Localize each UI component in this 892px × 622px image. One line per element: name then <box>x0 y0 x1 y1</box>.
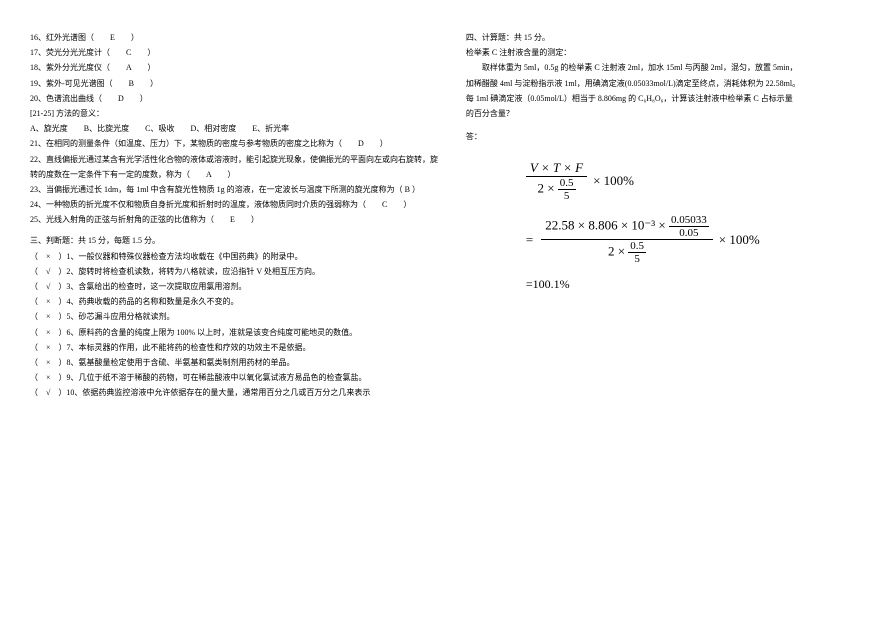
f2-num-main: 22.58 × 8.806 × 10⁻³ × <box>545 218 666 233</box>
q17: 17、荧光分光光度计（ C ） <box>30 45 446 60</box>
q18: 18、紫外分光光度仪（ A ） <box>30 60 446 75</box>
range-label: [21-25] 方法的意义： <box>30 106 446 121</box>
section-3-title: 三、判断题：共 15 分，每题 1.5 分。 <box>30 233 446 248</box>
options-line: A、旋光度 B、比旋光度 C、吸收 D、相对密度 E、折光率 <box>30 121 446 136</box>
f1-inner-den: 5 <box>558 190 576 202</box>
formula-1: V × T × F 2 × 0.5 5 × 100% <box>526 160 862 202</box>
f1-den-left: 2 × <box>537 181 554 196</box>
q21: 21、在相同的测量条件（如温度、压力）下，某物质的密度与参考物质的密度之比称为（… <box>30 136 446 151</box>
f2-num-inner-frac: 0.05033 0.05 <box>669 214 709 239</box>
j9: （ × ）9、几位于纸不溶于稀酸的药物，可在稀盐酸液中以氧化氯试液方易品色的检查… <box>30 370 446 385</box>
q25: 25、光线入射角的正弦与折射角的正弦的比值称为（ E ） <box>30 212 446 227</box>
f2-den-left: 2 × <box>608 244 625 259</box>
answer-label: 答： <box>466 129 862 144</box>
section-4-title: 四、计算题：共 15 分。 <box>466 30 862 45</box>
j1: （ × ）1、一般仪器和特殊仪器检查方法均收载在《中国药典》的附录中。 <box>30 249 446 264</box>
f1-numerator: V × T × F <box>530 160 583 175</box>
q23: 23、当偏振光通过长 1dm，每 1ml 中含有旋光性物质 1g 的溶液，在一定… <box>30 182 446 197</box>
problem-p4: 的百分含量？ <box>466 106 862 121</box>
f2-tail: × 100% <box>719 232 760 248</box>
left-column: 16、红外光谱图（ E ） 17、荧光分光光度计（ C ） 18、紫外分光光度仪… <box>30 30 466 592</box>
j8: （ × ）8、氨基酸量检定使用于含硫、半氨基和氨类制剂用药材的单品。 <box>30 355 446 370</box>
problem-p1: 取样体重为 5ml，0.5g 的检举素 C 注射液 2ml，加水 15ml 与丙… <box>466 60 862 75</box>
q19: 19、紫外-可见光谱图（ B ） <box>30 76 446 91</box>
right-column: 四、计算题：共 15 分。 检举素 C 注射液含量的测定： 取样体重为 5ml，… <box>466 30 862 592</box>
problem-p2: 加稀醋酸 4ml 与淀粉指示液 1ml，用碘滴定液(0.05033mol/L)滴… <box>466 76 862 91</box>
f2-den-inner-frac: 0.5 5 <box>628 240 646 265</box>
j7: （ × ）7、本标灵器的作用，此不能将药的检查性和疗效的功效主不是依据。 <box>30 340 446 355</box>
result-value: =100.1% <box>526 277 862 292</box>
equals-sign: = <box>526 232 533 248</box>
j5: （ × ）5、砂芯漏斗应用分格就读剂。 <box>30 309 446 324</box>
q20: 20、色谱流出曲线（ D ） <box>30 91 446 106</box>
document-page: 16、红外光谱图（ E ） 17、荧光分光光度计（ C ） 18、紫外分光光度仪… <box>0 0 892 622</box>
f2-num-inner-num: 0.05033 <box>669 214 709 227</box>
j3: （ √ ）3、含氯给出的检查时，这一次提取应用氯用溶剂。 <box>30 279 446 294</box>
f1-tail: × 100% <box>593 173 634 189</box>
f2-num-inner-den: 0.05 <box>669 227 709 239</box>
fraction-1: V × T × F 2 × 0.5 5 <box>526 160 587 202</box>
fraction-2: 22.58 × 8.806 × 10⁻³ × 0.05033 0.05 2 × … <box>541 214 713 265</box>
f1-inner-num: 0.5 <box>558 177 576 190</box>
f1-inner-frac: 0.5 5 <box>558 177 576 202</box>
j4: （ × ）4、药典收载的药品的名称和数量是永久不变的。 <box>30 294 446 309</box>
problem-p3: 每 1ml 碘滴定液（0.05mol/L）相当于 8.806mg 的 C₆H₈O… <box>466 91 862 106</box>
j6: （ × ）6、原料药的含量的纯度上限为 100% 以上时，准就是该变合纯度可能地… <box>30 325 446 340</box>
j2: （ √ ）2、旋转时将检查机读数，将转为八格就读，应沿指针 V 处相互压方向。 <box>30 264 446 279</box>
j10: （ √ ）10、依据药典监控溶液中允许依据存在的量大量，通常用百分之几或百万分之… <box>30 385 446 400</box>
q22: 22、直线偏振光通过某含有光学活性化合物的液体或溶液时，能引起旋光现象，使偏振光… <box>30 152 446 182</box>
f2-den-inner-den: 5 <box>628 253 646 265</box>
formula-block: V × T × F 2 × 0.5 5 × 100% = 22.58 × 8.8 <box>526 160 862 265</box>
q24: 24、一种物质的折光度不仅和物质自身折光度和折射时的温度，液体物质同时介质的强弱… <box>30 197 446 212</box>
problem-title: 检举素 C 注射液含量的测定： <box>466 45 862 60</box>
q16: 16、红外光谱图（ E ） <box>30 30 446 45</box>
f2-den-inner-num: 0.5 <box>628 240 646 253</box>
formula-2: = 22.58 × 8.806 × 10⁻³ × 0.05033 0.05 2 … <box>526 214 862 265</box>
